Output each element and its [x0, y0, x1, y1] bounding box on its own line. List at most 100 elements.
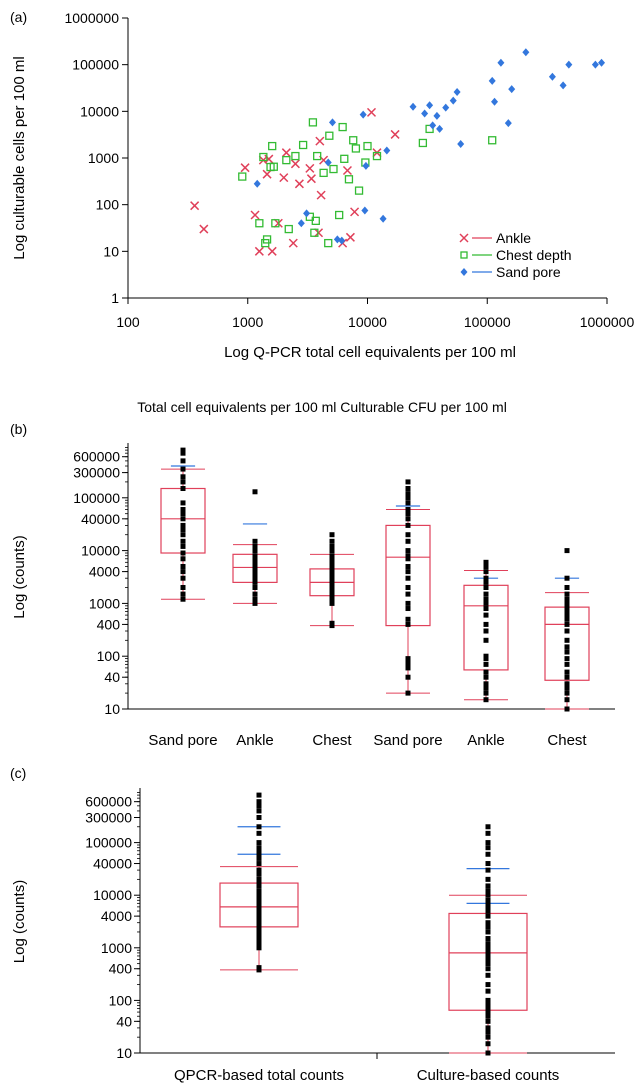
data-point-ankle: [305, 163, 315, 173]
data-point: [405, 569, 411, 575]
y-tick-label: 4000: [101, 908, 132, 924]
y-tick-label: 100000: [73, 490, 120, 506]
data-point: [329, 590, 335, 596]
data-point-chest-depth: [259, 152, 268, 162]
data-point: [483, 669, 489, 675]
data-point: [405, 532, 411, 538]
data-point: [485, 824, 491, 830]
data-point: [485, 876, 491, 882]
data-point-chest-depth: [255, 219, 264, 228]
x-tick-label-a: 100000: [464, 314, 511, 330]
data-point: [564, 697, 570, 703]
data-point: [256, 945, 262, 951]
data-point: [483, 681, 489, 687]
y-tick-label: 40000: [93, 856, 132, 872]
data-point: [485, 982, 491, 988]
category-label: Ankle: [467, 732, 505, 749]
data-point: [256, 830, 262, 836]
data-point: [405, 616, 411, 622]
y-tick-label: 10: [104, 701, 120, 717]
data-point-chest-depth: [268, 141, 277, 151]
data-point-chest-depth: [488, 136, 497, 145]
data-point-ankle: [390, 129, 400, 139]
data-point: [564, 600, 570, 606]
data-point: [485, 941, 491, 947]
data-point: [256, 803, 262, 809]
marker-stroke: [342, 165, 352, 176]
data-point: [405, 665, 411, 671]
data-point-sand-pore: [548, 72, 556, 81]
data-point: [256, 867, 262, 873]
data-point-chest-depth: [282, 155, 291, 165]
data-point: [256, 924, 262, 930]
data-point: [329, 559, 335, 565]
x-tick-label-a: 100: [116, 314, 140, 330]
data-point: [485, 961, 491, 967]
data-point: [485, 840, 491, 846]
data-point: [483, 674, 489, 680]
data-point-chest-depth: [363, 141, 372, 151]
legend-label: Chest depth: [496, 247, 572, 263]
marker-stroke: [316, 190, 326, 200]
data-point-chest-depth: [308, 118, 318, 127]
data-point-chest-depth: [329, 164, 338, 174]
data-point: [256, 965, 262, 971]
data-point: [485, 908, 491, 914]
data-point-sand-pore: [488, 76, 496, 85]
data-point: [256, 815, 262, 821]
data-point: [180, 450, 186, 456]
data-point-sand-pore: [457, 139, 465, 148]
data-point-ankle: [250, 210, 260, 220]
data-point: [564, 609, 570, 615]
data-point: [252, 591, 258, 597]
x-tick-label-a: 10000: [348, 314, 387, 330]
data-point: [485, 950, 491, 956]
data-point-ankle: [262, 169, 272, 179]
data-point: [405, 516, 411, 522]
marker-stroke: [264, 154, 274, 164]
data-point: [180, 522, 186, 528]
y-tick-label: 100: [109, 992, 133, 1008]
marker-stroke: [319, 155, 329, 165]
data-point: [483, 559, 489, 565]
data-point: [485, 1018, 491, 1024]
data-point: [329, 596, 335, 602]
data-point: [405, 661, 411, 667]
data-point: [485, 936, 491, 942]
data-point-sand-pore: [436, 124, 444, 133]
data-point: [256, 916, 262, 922]
data-point: [252, 543, 258, 549]
data-point-chest-depth: [340, 154, 349, 163]
data-point: [485, 904, 491, 910]
y-tick-label: 600000: [85, 794, 132, 810]
data-point: [256, 908, 262, 914]
data-point: [180, 563, 186, 569]
category-label: Ankle: [236, 732, 274, 749]
data-point: [405, 563, 411, 569]
data-point-sand-pore: [460, 268, 468, 276]
data-point: [180, 550, 186, 556]
marker-stroke: [279, 173, 289, 183]
y-tick-label: 1000: [101, 940, 132, 956]
data-point-sand-pore: [379, 214, 387, 223]
data-point-sand-pore: [328, 118, 336, 127]
data-point: [485, 1002, 491, 1008]
y-tick-label-a: 10: [103, 243, 119, 259]
data-point: [329, 593, 335, 599]
data-point: [256, 892, 262, 898]
y-axis-title-a: Log culturable cells per 100 ml: [11, 56, 28, 259]
data-point: [564, 637, 570, 643]
data-point: [180, 527, 186, 533]
panel-label: (c): [10, 765, 26, 781]
data-point: [180, 507, 186, 513]
y-tick-label-a: 100: [96, 197, 120, 213]
data-point-ankle: [345, 232, 355, 242]
data-point: [483, 591, 489, 597]
data-point-ankle: [190, 201, 200, 211]
data-point-ankle: [199, 224, 209, 234]
data-point-sand-pore: [324, 158, 332, 167]
data-point: [405, 591, 411, 597]
data-point: [564, 585, 570, 591]
data-point: [256, 883, 262, 889]
data-point: [564, 685, 570, 691]
